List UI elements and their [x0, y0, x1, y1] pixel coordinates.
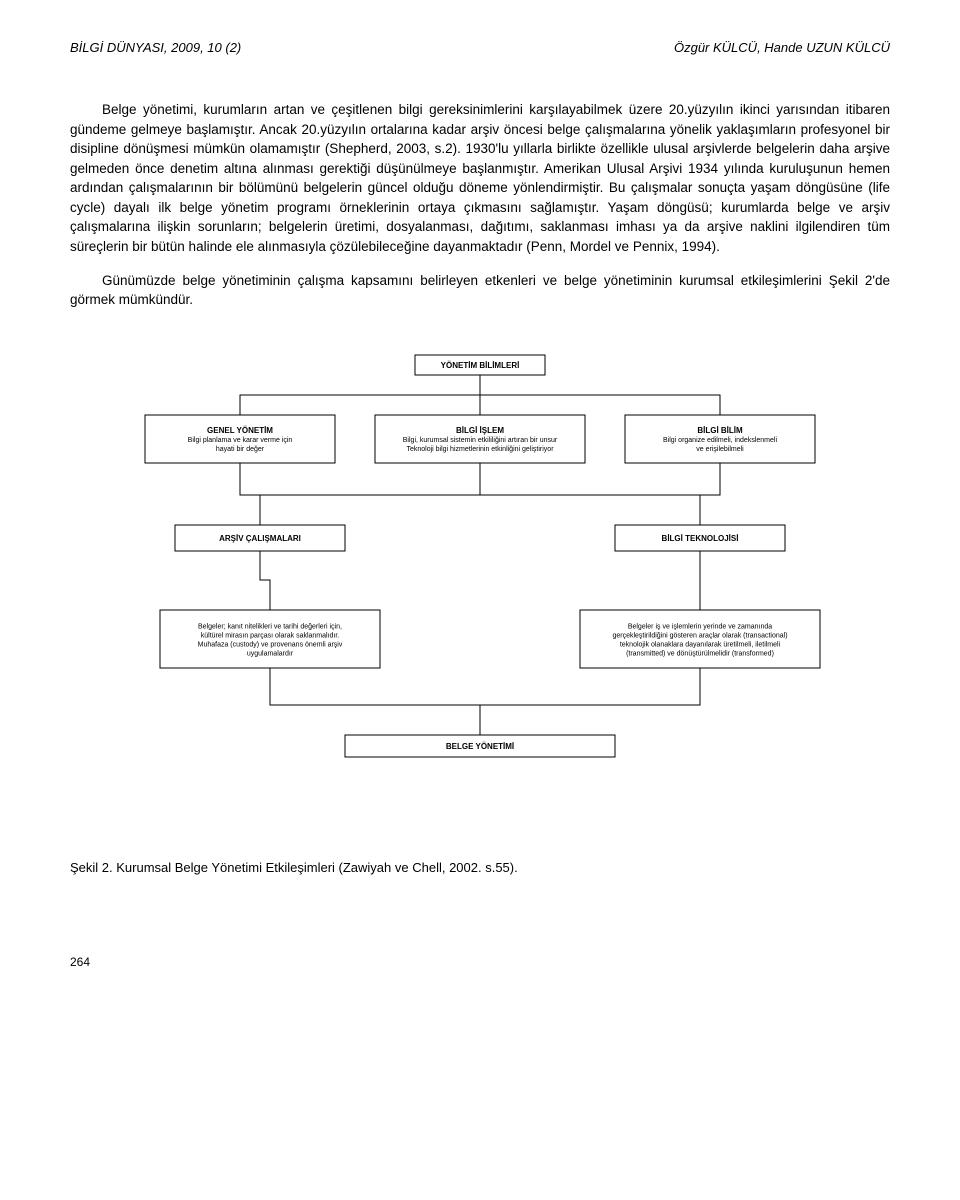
svg-text:uygulamalardır: uygulamalardır: [247, 650, 294, 657]
svg-text:BİLGİ BİLİM: BİLGİ BİLİM: [697, 426, 743, 435]
svg-text:Belgeler; kanıt nitelikleri ve: Belgeler; kanıt nitelikleri ve tarihi de…: [198, 623, 342, 630]
svg-text:ve erişilebilmeli: ve erişilebilmeli: [696, 445, 744, 452]
svg-text:YÖNETİM BİLİMLERİ: YÖNETİM BİLİMLERİ: [441, 361, 520, 370]
svg-text:Bilgi organize edilmeli, indek: Bilgi organize edilmeli, indekslenmeli: [663, 436, 777, 443]
page-number: 264: [70, 955, 890, 969]
svg-text:Belgeler iş ve işlemlerin yeri: Belgeler iş ve işlemlerin yerinde ve zam…: [628, 623, 772, 630]
page-header: BİLGİ DÜNYASI, 2009, 10 (2) Özgür KÜLCÜ,…: [70, 40, 890, 55]
svg-text:Muhafaza (custody) ve provenan: Muhafaza (custody) ve provenans önemli a…: [198, 641, 343, 648]
paragraph-1: Belge yönetimi, kurumların artan ve çeşi…: [70, 100, 890, 257]
header-right: Özgür KÜLCÜ, Hande UZUN KÜLCÜ: [674, 40, 890, 55]
svg-text:BELGE YÖNETİMİ: BELGE YÖNETİMİ: [446, 742, 514, 751]
svg-text:kültürel mirasın parçası olara: kültürel mirasın parçası olarak saklanma…: [201, 632, 340, 639]
header-left: BİLGİ DÜNYASI, 2009, 10 (2): [70, 40, 241, 55]
flowchart-svg: YÖNETİM BİLİMLERİ GENEL YÖNETİMBilgi plan…: [120, 340, 840, 820]
svg-text:gerçekleştirildiğini gösteren: gerçekleştirildiğini gösteren araçlar ol…: [612, 632, 787, 639]
svg-text:ARŞİV ÇALIŞMALARI: ARŞİV ÇALIŞMALARI: [219, 534, 301, 543]
svg-text:teknolojik olanaklara dayanıla: teknolojik olanaklara dayanılarak üretil…: [620, 641, 781, 648]
svg-text:hayati bir değer: hayati bir değer: [216, 445, 265, 452]
figure-caption: Şekil 2. Kurumsal Belge Yönetimi Etkileş…: [70, 860, 890, 875]
svg-text:(transmitted) ve dönüştürülmel: (transmitted) ve dönüştürülmelidir (tran…: [626, 650, 774, 657]
svg-text:BİLGİ TEKNOLOJİSİ: BİLGİ TEKNOLOJİSİ: [662, 534, 739, 543]
figure-2-diagram: YÖNETİM BİLİMLERİ GENEL YÖNETİMBilgi plan…: [70, 340, 890, 820]
svg-text:Teknoloji bilgi hizmetlerinin: Teknoloji bilgi hizmetlerinin etkinliğin…: [406, 445, 554, 452]
svg-text:Bilgi planlama ve karar verme: Bilgi planlama ve karar verme için: [188, 436, 293, 443]
svg-text:GENEL YÖNETİM: GENEL YÖNETİM: [207, 426, 273, 435]
svg-text:Bilgi, kurumsal sistemin etkil: Bilgi, kurumsal sistemin etkililiğini ar…: [403, 436, 558, 443]
paragraph-2: Günümüzde belge yönetiminin çalışma kaps…: [70, 271, 890, 310]
svg-text:BİLGİ İŞLEM: BİLGİ İŞLEM: [456, 426, 504, 435]
